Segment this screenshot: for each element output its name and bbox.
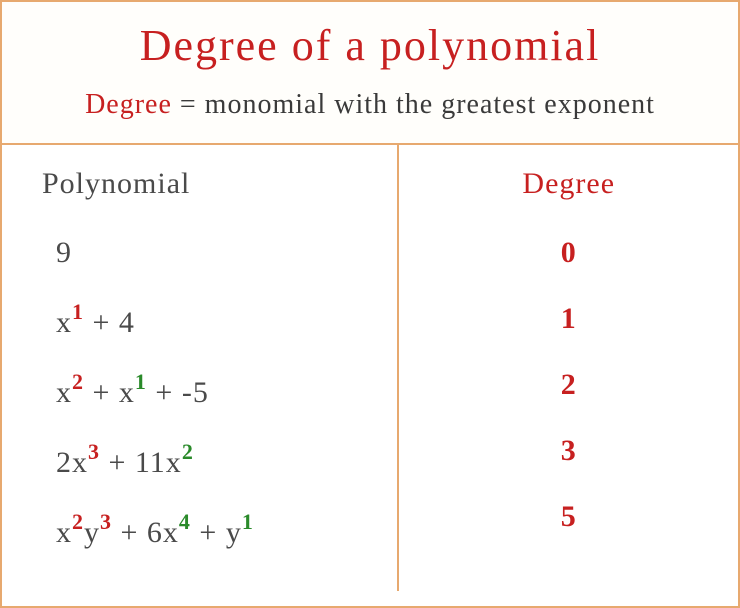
degree-value: 1 bbox=[419, 301, 718, 337]
header-section: Degree of a polynomial Degree = monomial… bbox=[2, 2, 738, 145]
exponent: 1 bbox=[242, 509, 254, 534]
polynomial-row: 2x3 + 11x2 bbox=[42, 441, 377, 481]
infographic-frame: Degree of a polynomial Degree = monomial… bbox=[0, 0, 740, 608]
term-base: 6x bbox=[147, 516, 179, 549]
term-base: 11x bbox=[135, 446, 182, 479]
operator: + bbox=[147, 376, 182, 409]
subtitle-degree-word: Degree bbox=[85, 89, 172, 120]
term-base: 9 bbox=[56, 236, 72, 269]
operator: + bbox=[191, 516, 226, 549]
degree-column: Degree 0 1 2 3 5 bbox=[399, 145, 738, 591]
term-base: 4 bbox=[119, 306, 135, 339]
term-base: 2x bbox=[56, 446, 88, 479]
term-base: x bbox=[56, 516, 72, 549]
degree-header: Degree bbox=[419, 167, 718, 201]
degree-value: 3 bbox=[419, 433, 718, 469]
operator: + bbox=[84, 306, 119, 339]
content-section: Polynomial 9x1 + 4x2 + x1 + -52x3 + 11x2… bbox=[2, 145, 738, 591]
polynomial-row: x2 + x1 + -5 bbox=[42, 371, 377, 411]
term-base: y bbox=[226, 516, 242, 549]
exponent: 2 bbox=[182, 439, 194, 464]
degree-value: 5 bbox=[419, 499, 718, 535]
exponent: 4 bbox=[179, 509, 191, 534]
exponent: 3 bbox=[88, 439, 100, 464]
operator: + bbox=[100, 446, 135, 479]
exponent: 2 bbox=[72, 509, 84, 534]
polynomial-row: x1 + 4 bbox=[42, 301, 377, 341]
degree-rows: 0 1 2 3 5 bbox=[419, 235, 718, 535]
term-base: x bbox=[56, 306, 72, 339]
term-base: x bbox=[56, 376, 72, 409]
exponent: 1 bbox=[72, 299, 84, 324]
title: Degree of a polynomial bbox=[22, 20, 718, 71]
exponent: 1 bbox=[135, 369, 147, 394]
polynomial-rows: 9x1 + 4x2 + x1 + -52x3 + 11x2x2y3 + 6x4 … bbox=[42, 235, 377, 551]
exponent: 3 bbox=[100, 509, 112, 534]
subtitle: Degree = monomial with the greatest expo… bbox=[22, 89, 718, 121]
polynomial-row: x2y3 + 6x4 + y1 bbox=[42, 511, 377, 551]
operator: + bbox=[84, 376, 119, 409]
polynomial-row: 9 bbox=[42, 235, 377, 271]
term-base: x bbox=[119, 376, 135, 409]
polynomial-column: Polynomial 9x1 + 4x2 + x1 + -52x3 + 11x2… bbox=[2, 145, 399, 591]
term-base: -5 bbox=[182, 376, 209, 409]
exponent: 2 bbox=[72, 369, 84, 394]
term-base: y bbox=[84, 516, 100, 549]
degree-value: 0 bbox=[419, 235, 718, 271]
subtitle-rest: = monomial with the greatest exponent bbox=[172, 89, 655, 120]
degree-value: 2 bbox=[419, 367, 718, 403]
operator: + bbox=[112, 516, 147, 549]
polynomial-header: Polynomial bbox=[42, 167, 377, 201]
